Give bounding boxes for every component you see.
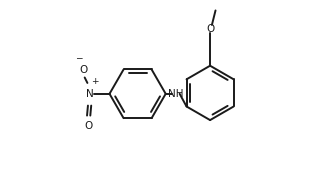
Text: O: O bbox=[84, 121, 93, 131]
Text: NH: NH bbox=[168, 89, 183, 99]
Text: N: N bbox=[86, 89, 93, 99]
Text: O: O bbox=[79, 65, 88, 75]
Text: O: O bbox=[206, 24, 214, 34]
Text: −: − bbox=[75, 53, 83, 62]
Text: +: + bbox=[91, 77, 98, 86]
